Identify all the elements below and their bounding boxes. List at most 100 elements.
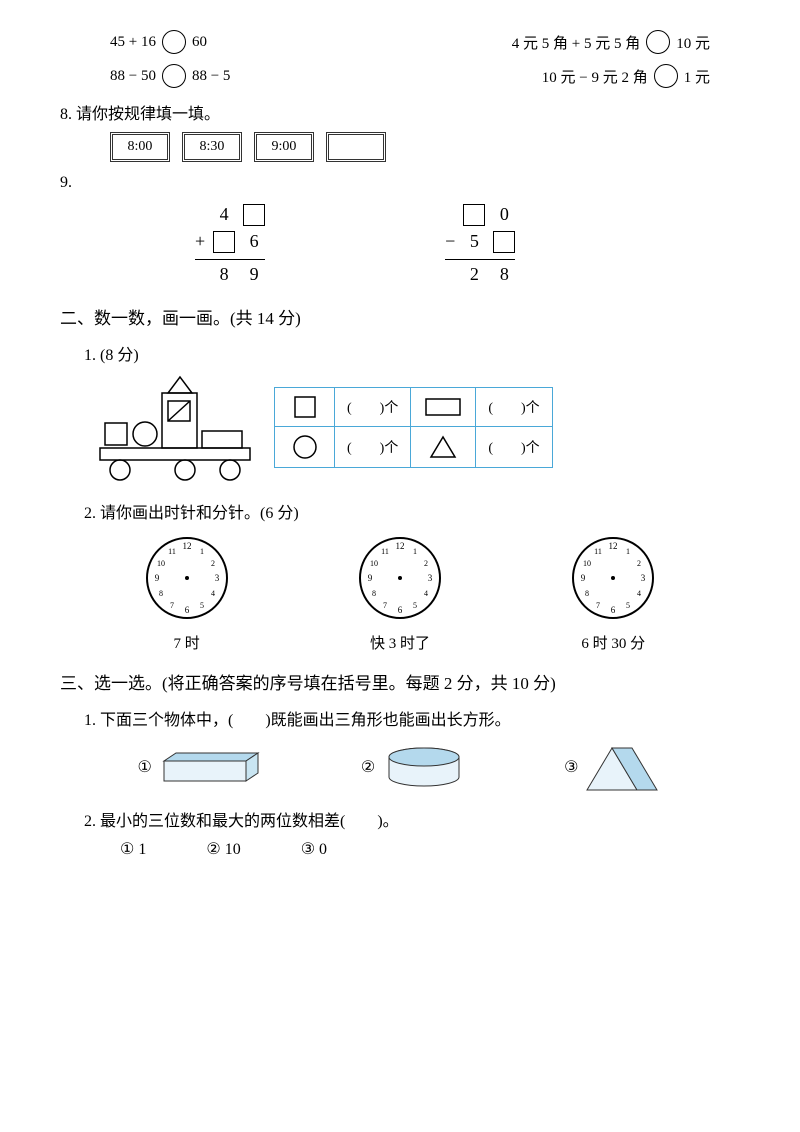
- cylinder-icon: [379, 745, 469, 790]
- compare-left: 45 + 16: [110, 34, 156, 51]
- q8-title: 8. 请你按规律填一填。: [60, 100, 740, 124]
- svg-text:11: 11: [594, 547, 602, 556]
- clock-2: 12 3 6 9 1 2 4 5 7 8 10 11 快 3 时了: [355, 533, 445, 653]
- count-blank[interactable]: ( )个: [335, 427, 411, 468]
- choice-2[interactable]: ②: [361, 745, 469, 790]
- sec3-q1-text: 1. 下面三个物体中，( )既能画出三角形也能画出长方形。: [84, 706, 740, 730]
- svg-text:8: 8: [585, 589, 589, 598]
- op: +: [192, 229, 208, 254]
- compare-row-2: 88 − 50 88 − 5 10 元 − 9 元 2 角 1 元: [60, 64, 740, 88]
- svg-text:2: 2: [211, 559, 215, 568]
- svg-text:8: 8: [372, 589, 376, 598]
- clock-label-3: 6 时 30 分: [568, 632, 658, 653]
- digit: 0: [490, 202, 518, 227]
- math-line: [445, 259, 515, 260]
- svg-text:12: 12: [395, 541, 404, 551]
- choice-num: ②: [361, 757, 375, 777]
- svg-text:3: 3: [214, 573, 219, 583]
- blank-circle[interactable]: [162, 64, 186, 88]
- svg-text:3: 3: [428, 573, 433, 583]
- svg-text:10: 10: [583, 559, 591, 568]
- time-box-4-blank[interactable]: [326, 132, 386, 162]
- svg-text:12: 12: [182, 541, 191, 551]
- option-3[interactable]: ③ 0: [301, 839, 327, 859]
- svg-text:3: 3: [641, 573, 646, 583]
- digit: 4: [210, 202, 238, 227]
- option-1[interactable]: ① 1: [120, 839, 146, 859]
- count-blank[interactable]: ( )个: [335, 388, 411, 427]
- vertical-math-row: 4 +6 89 0 −5 28: [60, 200, 740, 288]
- blank-circle[interactable]: [162, 30, 186, 54]
- compare-left: 88 − 50: [110, 68, 156, 85]
- blank-square[interactable]: [493, 231, 515, 253]
- svg-text:5: 5: [626, 601, 630, 610]
- time-box-1: 8:00: [110, 132, 170, 162]
- choice-num: ③: [564, 757, 578, 777]
- clock-face-icon[interactable]: 12 3 6 9 1 2 4 5 7 8 10 11: [355, 533, 445, 623]
- svg-text:2: 2: [637, 559, 641, 568]
- time-box-3: 9:00: [254, 132, 314, 162]
- blank-circle[interactable]: [654, 64, 678, 88]
- section2-title: 二、数一数，画一画。(共 14 分): [60, 304, 740, 329]
- svg-text:1: 1: [413, 547, 417, 556]
- svg-text:11: 11: [381, 547, 389, 556]
- svg-text:9: 9: [154, 573, 159, 583]
- option-2[interactable]: ② 10: [206, 839, 240, 859]
- svg-text:12: 12: [609, 541, 618, 551]
- svg-text:11: 11: [168, 547, 176, 556]
- svg-text:6: 6: [611, 605, 616, 615]
- sec3-q2-text: 2. 最小的三位数和最大的两位数相差( )。: [84, 807, 740, 831]
- compare-right: 60: [192, 34, 207, 51]
- svg-text:10: 10: [157, 559, 165, 568]
- count-blank[interactable]: ( )个: [476, 427, 552, 468]
- svg-text:7: 7: [596, 601, 600, 610]
- sec2-q1-title: 1. (8 分): [84, 341, 740, 365]
- square-icon: [292, 394, 318, 420]
- blank-circle[interactable]: [646, 30, 670, 54]
- choice-3[interactable]: ③: [564, 740, 662, 795]
- svg-text:9: 9: [368, 573, 373, 583]
- blank-square[interactable]: [243, 204, 265, 226]
- time-box-2: 8:30: [182, 132, 242, 162]
- clock-1: 12 3 6 9 1 2 4 5 7 8 10 11 7 时: [142, 533, 232, 653]
- svg-text:7: 7: [170, 601, 174, 610]
- digit: 8: [210, 263, 238, 286]
- train-drawing: [90, 373, 260, 483]
- svg-text:1: 1: [626, 547, 630, 556]
- svg-text:4: 4: [424, 589, 428, 598]
- q9-title: 9.: [60, 174, 740, 192]
- choice-num: ①: [137, 757, 151, 777]
- svg-text:8: 8: [159, 589, 163, 598]
- svg-text:9: 9: [581, 573, 586, 583]
- clock-face-icon[interactable]: 12 3 6 9 1 2 4 5 7 8 10 11: [568, 533, 658, 623]
- vmath-right: 0 −5 28: [440, 200, 520, 288]
- svg-text:6: 6: [184, 605, 189, 615]
- choice-1[interactable]: ①: [137, 747, 265, 787]
- svg-text:4: 4: [637, 589, 641, 598]
- vmath-left: 4 +6 89: [190, 200, 270, 288]
- svg-text:2: 2: [424, 559, 428, 568]
- svg-text:10: 10: [370, 559, 378, 568]
- svg-text:7: 7: [383, 601, 387, 610]
- clocks-row: 12 3 6 9 1 2 4 5 7 8 10 11 7 时 12 3 6 9 …: [80, 533, 720, 653]
- digit: 5: [460, 229, 488, 254]
- compare-row-1: 45 + 16 60 4 元 5 角 + 5 元 5 角 10 元: [60, 30, 740, 54]
- svg-text:4: 4: [211, 589, 215, 598]
- train-and-table: ( )个 ( )个 ( )个 ( )个: [90, 373, 740, 483]
- cuboid-icon: [156, 747, 266, 787]
- sec3-q2-options: ① 1 ② 10 ③ 0: [120, 839, 740, 859]
- clock-label-2: 快 3 时了: [355, 632, 445, 653]
- digit: 9: [240, 263, 268, 286]
- compare-left: 4 元 5 角 + 5 元 5 角: [512, 32, 640, 53]
- digit: 8: [490, 263, 518, 286]
- blank-square[interactable]: [213, 231, 235, 253]
- compare-item-4: 10 元 − 9 元 2 角 1 元: [542, 64, 710, 88]
- clock-face-icon[interactable]: 12 3 6 9 1 2 4 5 7 8 10 11: [142, 533, 232, 623]
- blank-square[interactable]: [463, 204, 485, 226]
- count-blank[interactable]: ( )个: [476, 388, 552, 427]
- time-boxes: 8:00 8:30 9:00: [110, 132, 740, 162]
- shapes-table: ( )个 ( )个 ( )个 ( )个: [274, 387, 553, 468]
- svg-text:5: 5: [413, 601, 417, 610]
- rectangle-icon: [423, 396, 463, 418]
- digit: 6: [240, 229, 268, 254]
